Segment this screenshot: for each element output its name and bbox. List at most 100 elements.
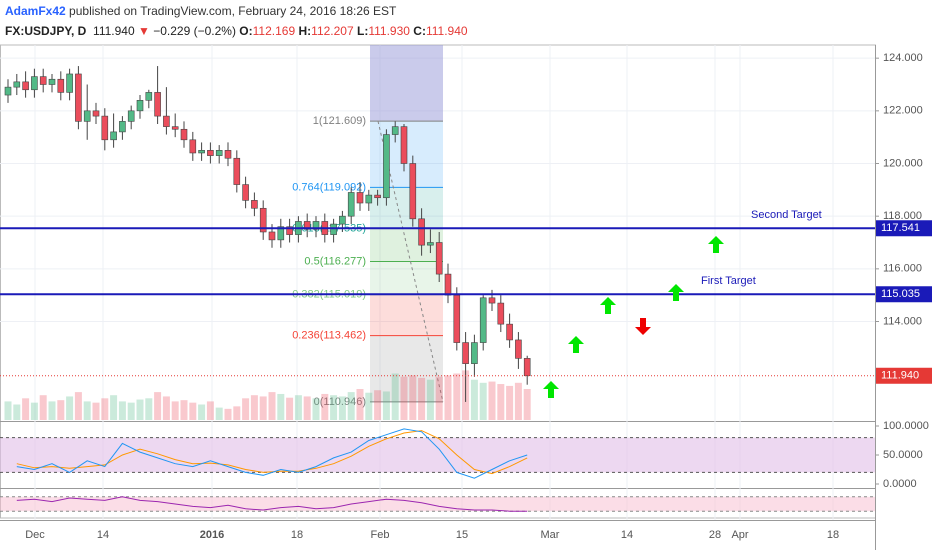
candle-body [4,86,12,96]
y-tick-label: 118.000 [883,210,922,222]
volume-bar [198,404,206,420]
target-name: Second Target [751,209,822,221]
y-tick-label: 100.0000 [883,420,929,432]
x-tick-label: Feb [371,529,390,541]
volume-bar [391,373,399,420]
candle-body [57,78,65,93]
x-tick-label: 18 [291,529,303,541]
open: 112.169 [252,24,296,38]
up-arrow [708,236,724,253]
h-label: H: [298,24,312,38]
price-box [876,220,932,237]
candle-body [207,150,214,156]
y-tick-label: 120.000 [883,157,923,169]
candle-body [453,294,461,343]
fib-label: 0(110.946) [314,396,366,408]
author[interactable]: AdamFx42 [5,4,66,18]
arrow: ▼ [137,24,150,38]
price-box-label: 117.541 [881,222,920,234]
volume-bar [206,401,214,420]
volume-bar [74,392,82,420]
change: −0.229 (−0.2%) [153,24,236,38]
y-tick-label: 124.000 [883,52,923,64]
volume-bar [453,373,461,420]
volume-bar [479,382,487,420]
candle-body [75,73,82,122]
candle-body [427,242,434,246]
volume-bar [347,392,355,420]
x-tick-label: 15 [456,529,468,541]
volume-bar [286,397,294,420]
volume-bar [506,385,514,420]
high: 112.207 [311,24,354,38]
price-box [876,367,932,384]
volume-bar [488,381,496,420]
candle-body [198,150,205,154]
candle-body [101,115,109,141]
candle-body [339,215,346,225]
candle-body [48,78,56,85]
candle-body [145,92,153,101]
volume-bar [444,375,452,420]
volume-bar [365,392,373,420]
volume-bar [48,401,56,420]
volume-bar [242,398,250,420]
candle-body [286,226,293,235]
candle-body [251,200,258,209]
volume-bar [294,395,302,420]
volume-bar [110,395,118,420]
fib-band [370,261,443,295]
volume-bar [127,402,135,420]
candle-body [444,273,452,296]
volume-bar [312,398,320,420]
x-tick-label: Mar [541,529,560,541]
oscillator-line [16,496,528,512]
candle-body [119,121,126,133]
volume-bar [4,401,12,420]
candle-body [365,194,373,204]
candle-body [383,134,390,199]
candle-body [506,323,513,341]
candle-body [488,297,496,304]
l-label: L: [357,24,369,38]
volume-bar [215,407,223,420]
volume-bar [523,389,531,420]
volume-bar [514,382,522,420]
fib-label: 0.5(116.277) [304,255,366,267]
volume-bar [136,399,144,420]
candle-body [312,221,320,230]
volume-bar [101,398,109,420]
volume-bar [426,379,434,420]
osc-band [0,496,875,512]
candle-body [471,342,478,364]
candle-body [171,126,179,130]
candle-body [39,76,47,85]
candle-body [66,73,73,93]
x-tick-label: 2016 [200,529,224,541]
candle-body [277,226,285,241]
candle-body [233,157,241,185]
candle-body [259,207,267,233]
up-arrow [568,336,584,353]
volume-bar [330,395,338,420]
volume-bar [497,384,505,420]
volume-bar [189,402,197,420]
volume-bar [162,396,170,420]
x-tick-label: Apr [731,529,748,541]
candle-body [110,131,117,141]
volume-bar [374,390,382,420]
volume-bar [118,401,126,420]
candle-body [303,221,311,230]
x-tick-label: 14 [621,529,633,541]
candle-body [356,192,364,204]
published: published on TradingView.com, February 2… [69,4,397,18]
fib-label: 1(121.609) [313,115,366,127]
y-tick-label: 116.000 [883,263,922,275]
candle-body [347,192,355,217]
y-tick-label: 50.0000 [883,449,923,461]
volume-bar [250,395,258,420]
candle-body [435,242,443,275]
candle-body [391,126,399,135]
volume-bar [409,375,417,420]
